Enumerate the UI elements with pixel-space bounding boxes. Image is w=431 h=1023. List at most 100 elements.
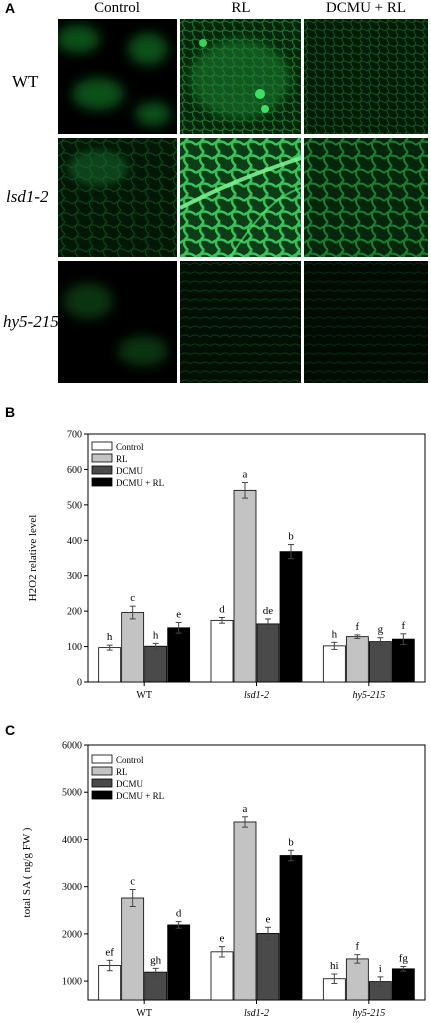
- micrograph-hy5-215-dcmu-rl: [304, 261, 428, 383]
- micrograph-lsd1-2-dcmu-rl: [304, 138, 428, 257]
- micrograph-wt-rl: [180, 19, 301, 134]
- legend-swatch: [91, 453, 113, 463]
- significance-letter: gh: [150, 954, 162, 966]
- significance-letter: e: [220, 933, 225, 945]
- y-tick-label: 4000: [62, 835, 82, 846]
- micrograph-hy5-215-rl: [180, 261, 301, 383]
- significance-letter: ef: [105, 946, 114, 958]
- legend-swatch: [91, 465, 113, 475]
- significance-letter: e: [266, 913, 271, 925]
- bar: [144, 645, 168, 683]
- y-tick-label: 1000: [62, 977, 82, 988]
- y-tick-label: 100: [67, 642, 82, 653]
- legend-label: RL: [116, 767, 128, 777]
- y-tick-label: 5000: [62, 788, 82, 799]
- legend-swatch: [91, 778, 113, 788]
- panel-c-letter: C: [5, 722, 16, 738]
- legend-label: DCMU + RL: [116, 791, 164, 801]
- panel-a-letter: A: [5, 0, 16, 16]
- micrograph-hy5-215-control: [58, 261, 177, 383]
- legend-swatch: [91, 441, 113, 451]
- legend-label: DCMU + RL: [116, 478, 164, 488]
- x-tick-label: lsd1-2: [244, 1008, 269, 1019]
- bar: [121, 612, 145, 683]
- bar: [167, 627, 191, 683]
- bar: [121, 897, 145, 1001]
- x-tick-label: hy5-215: [352, 1008, 385, 1019]
- significance-letter: c: [130, 876, 135, 888]
- y-tick-label: 200: [67, 607, 82, 618]
- bar: [210, 619, 234, 683]
- micrograph-wt-control: [58, 19, 177, 134]
- significance-letter: e: [176, 608, 181, 620]
- legend-label: DCMU: [116, 466, 144, 476]
- bar: [322, 645, 346, 683]
- column-label-control: Control: [94, 0, 140, 16]
- y-tick-label: 500: [67, 500, 82, 511]
- significance-letter: hi: [330, 960, 339, 972]
- bar: [345, 958, 369, 1001]
- legend-label: Control: [116, 755, 144, 765]
- legend-swatch: [91, 790, 113, 800]
- significance-letter: b: [288, 836, 294, 848]
- x-tick-label: WT: [136, 1008, 152, 1019]
- significance-letter: b: [288, 531, 294, 543]
- significance-letter: g: [378, 624, 384, 636]
- row-label-hy5-215: hy5-215: [3, 312, 59, 331]
- significance-letter: h: [153, 629, 159, 641]
- significance-letter: c: [130, 592, 135, 604]
- bar: [167, 924, 191, 1001]
- y-tick-label: 700: [67, 430, 82, 441]
- x-tick-label: lsd1-2: [244, 690, 269, 701]
- significance-letter: f: [355, 941, 359, 953]
- bar: [279, 855, 303, 1001]
- significance-letter: h: [332, 628, 338, 640]
- significance-letter: a: [243, 803, 248, 815]
- y-axis-label: H2O2 relative level: [27, 515, 39, 602]
- bar: [391, 968, 415, 1001]
- significance-letter: fg: [399, 952, 409, 964]
- significance-letter: i: [379, 963, 382, 975]
- significance-letter: d: [219, 604, 225, 616]
- bar: [210, 951, 234, 1001]
- bar: [279, 551, 303, 683]
- significance-letter: d: [176, 908, 182, 920]
- significance-letter: f: [401, 620, 405, 632]
- chart-h2o2: 0 100 200 300 400 500 600 700 H2O2 relative leve…: [27, 430, 426, 701]
- bar: [256, 933, 280, 1001]
- micrograph-lsd1-2-control: [58, 138, 177, 257]
- y-tick-label: 300: [67, 571, 82, 582]
- y-tick-label: 6000: [62, 741, 82, 752]
- bar: [345, 636, 369, 683]
- legend-swatch: [91, 477, 113, 487]
- legend-swatch: [91, 766, 113, 776]
- micrograph-wt-dcmu-rl: [304, 19, 428, 134]
- significance-letter: de: [263, 605, 274, 617]
- legend-label: RL: [116, 454, 128, 464]
- bar: [233, 489, 257, 683]
- bar: [368, 641, 392, 683]
- significance-letter: h: [107, 631, 113, 643]
- y-tick-label: 400: [67, 536, 82, 547]
- row-label-lsd1-2: lsd1-2: [6, 187, 49, 206]
- legend-swatch: [91, 754, 113, 764]
- bar: [391, 638, 415, 683]
- row-label-wt: WT: [12, 72, 39, 91]
- legend-label: Control: [116, 442, 144, 452]
- significance-letter: f: [355, 621, 359, 633]
- legend-label: DCMU: [116, 779, 144, 789]
- y-axis-label: total SA ( ng/g FW ): [21, 827, 33, 917]
- column-label-rl: RL: [231, 0, 251, 16]
- y-tick-label: 600: [67, 465, 82, 476]
- significance-letter: a: [243, 469, 248, 481]
- y-tick-label: 2000: [62, 929, 82, 940]
- y-tick-label: 0: [77, 678, 82, 689]
- chart-total-sa: 1000 2000 3000 4000 5000 6000 total SA ( ng/g …: [21, 741, 426, 1019]
- y-tick-label: 3000: [62, 882, 82, 893]
- bar: [233, 821, 257, 1001]
- bar: [256, 623, 280, 683]
- x-tick-label: hy5-215: [352, 690, 385, 701]
- panel-b-letter: B: [5, 404, 16, 420]
- micrograph-lsd1-2-rl: [180, 138, 301, 257]
- x-tick-label: WT: [136, 690, 152, 701]
